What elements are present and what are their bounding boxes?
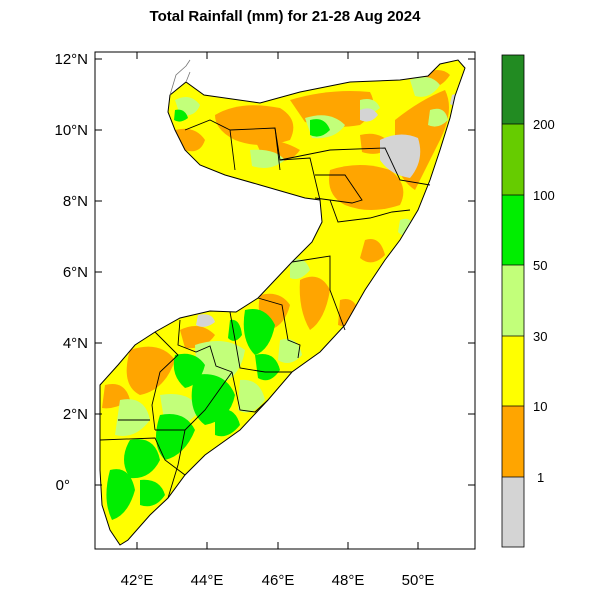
lon-label-48e: 48°E [332,572,365,589]
lon-label-42e: 42°E [121,572,154,589]
rainfall-field [100,60,465,545]
colorbar-dividers [502,123,524,478]
admin-boundaries [99,119,431,499]
colorbar-bin-3 [502,265,524,336]
colorbar-bin-6 [502,55,524,124]
colorbar-frame [501,54,525,548]
lat-label-10n: 10°N [54,122,88,139]
lat-tick-marks [95,58,475,486]
map-title: Total Rainfall (mm) for 21-28 Aug 2024 [149,8,421,25]
colorbar-label-10: 10 [533,399,547,414]
colorbar-bin-4 [502,195,524,265]
colorbar-bin-1 [502,406,524,477]
lat-label-8n: 8°N [63,193,88,210]
lon-label-44e: 44°E [191,572,224,589]
lat-label-12n: 12°N [54,51,88,68]
map-frame [94,51,476,550]
colorbar-label-50: 50 [533,258,547,273]
lat-label-4n: 4°N [63,335,88,352]
rainfall-green-patches [106,109,330,520]
colorbar-bin-5 [502,124,524,195]
lat-label-2n: 2°N [63,406,88,423]
lon-tick-labels: 42°E 44°E 46°E 48°E 50°E [121,572,435,589]
colorbar-bin-2 [502,336,524,406]
lat-label-6n: 6°N [63,264,88,281]
colorbar-label-100: 100 [533,188,555,203]
colorbar-bin-0 [502,477,524,547]
lon-label-50e: 50°E [402,572,435,589]
colorbar-label-200: 200 [533,117,555,132]
lon-label-46e: 46°E [262,572,295,589]
lon-tick-marks [136,52,419,549]
colorbar-label-1: 1 [537,470,544,485]
border-djibouti-line [169,59,191,96]
lat-tick-labels: 12°N 10°N 8°N 6°N 4°N 2°N 0° [54,51,88,494]
colorbar: 1 10 30 50 100 200 [501,54,555,548]
lat-label-0: 0° [56,477,70,494]
colorbar-label-30: 30 [533,329,547,344]
